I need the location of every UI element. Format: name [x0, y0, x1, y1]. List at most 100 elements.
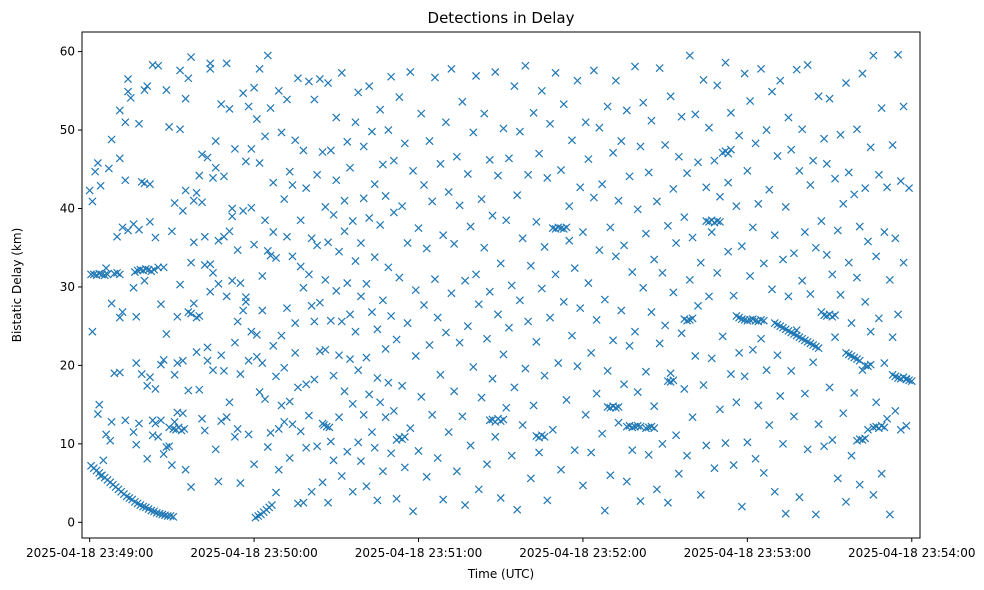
data-point	[433, 313, 442, 322]
data-point	[152, 508, 161, 517]
data-point	[134, 225, 144, 234]
data-point	[104, 164, 113, 173]
data-point	[559, 297, 568, 306]
data-point	[732, 398, 741, 407]
data-point	[200, 426, 209, 435]
data-point	[398, 381, 407, 390]
data-point	[776, 391, 785, 401]
data-point	[345, 310, 355, 319]
data-point	[228, 276, 237, 285]
data-point	[145, 217, 154, 226]
data-point	[896, 425, 905, 434]
data-point	[573, 76, 582, 85]
data-point	[400, 139, 409, 148]
data-point	[362, 279, 371, 288]
data-point	[880, 423, 889, 432]
data-point	[661, 140, 670, 149]
data-point	[707, 228, 716, 237]
data-point	[362, 482, 371, 491]
data-point	[324, 498, 333, 507]
data-point	[351, 327, 360, 336]
data-point	[329, 371, 338, 380]
data-point	[269, 178, 278, 187]
data-point	[721, 58, 730, 67]
data-point	[737, 242, 746, 251]
data-point	[381, 191, 390, 200]
data-point	[891, 234, 900, 243]
data-point	[266, 104, 275, 113]
data-point	[526, 474, 535, 483]
data-point	[214, 236, 223, 245]
data-point	[847, 319, 856, 328]
data-point	[200, 232, 209, 241]
data-point	[373, 325, 382, 334]
data-point	[841, 497, 851, 506]
data-point	[441, 328, 450, 337]
data-point	[165, 442, 174, 451]
y-axis: 0 10 20 30 40 50 60	[60, 45, 82, 529]
data-point	[466, 441, 475, 450]
data-point	[236, 479, 245, 488]
data-point	[348, 399, 357, 408]
data-point	[365, 82, 374, 91]
data-point	[510, 383, 519, 392]
data-point	[759, 259, 768, 268]
data-point	[614, 196, 623, 205]
data-point	[170, 417, 179, 426]
plot-frame	[81, 31, 921, 539]
data-point	[584, 155, 593, 164]
data-point	[633, 205, 642, 214]
data-point	[540, 432, 549, 441]
data-point	[387, 72, 396, 81]
data-point	[872, 252, 881, 261]
data-point	[93, 410, 102, 419]
data-point	[858, 366, 867, 375]
data-point	[548, 425, 557, 434]
data-point	[250, 460, 259, 469]
data-point	[628, 423, 637, 432]
data-point	[463, 322, 472, 331]
data-point	[543, 496, 552, 505]
data-point	[680, 213, 689, 222]
data-point	[263, 442, 272, 452]
data-point	[757, 334, 766, 343]
data-point	[178, 206, 187, 215]
y-tick-label: 0	[67, 515, 75, 529]
data-point	[428, 197, 437, 206]
data-point	[302, 184, 311, 193]
data-point	[288, 180, 297, 190]
data-point	[351, 118, 360, 127]
data-point	[614, 402, 623, 412]
data-point	[121, 176, 130, 185]
data-point	[277, 401, 286, 410]
data-point	[672, 239, 681, 248]
data-point	[395, 93, 404, 102]
data-point	[359, 410, 368, 419]
data-point	[652, 485, 661, 494]
data-point	[798, 276, 807, 285]
data-point	[409, 507, 418, 516]
data-point	[735, 348, 744, 357]
data-point	[134, 119, 144, 128]
data-point	[609, 336, 618, 345]
data-point	[225, 398, 234, 407]
data-point	[329, 456, 338, 465]
data-point	[622, 106, 631, 115]
data-point	[669, 288, 678, 297]
data-point	[414, 224, 423, 233]
data-point	[578, 228, 587, 237]
data-point	[858, 69, 867, 78]
data-point	[176, 280, 185, 289]
data-point	[817, 308, 826, 317]
data-point	[620, 241, 629, 250]
data-point	[855, 480, 864, 489]
data-point	[861, 434, 870, 443]
data-point	[636, 142, 645, 151]
data-point	[872, 398, 881, 407]
data-point	[203, 356, 212, 365]
data-point	[263, 51, 272, 60]
data-point	[255, 388, 264, 397]
data-point	[661, 321, 670, 330]
data-point	[625, 341, 634, 350]
data-point	[504, 323, 513, 332]
